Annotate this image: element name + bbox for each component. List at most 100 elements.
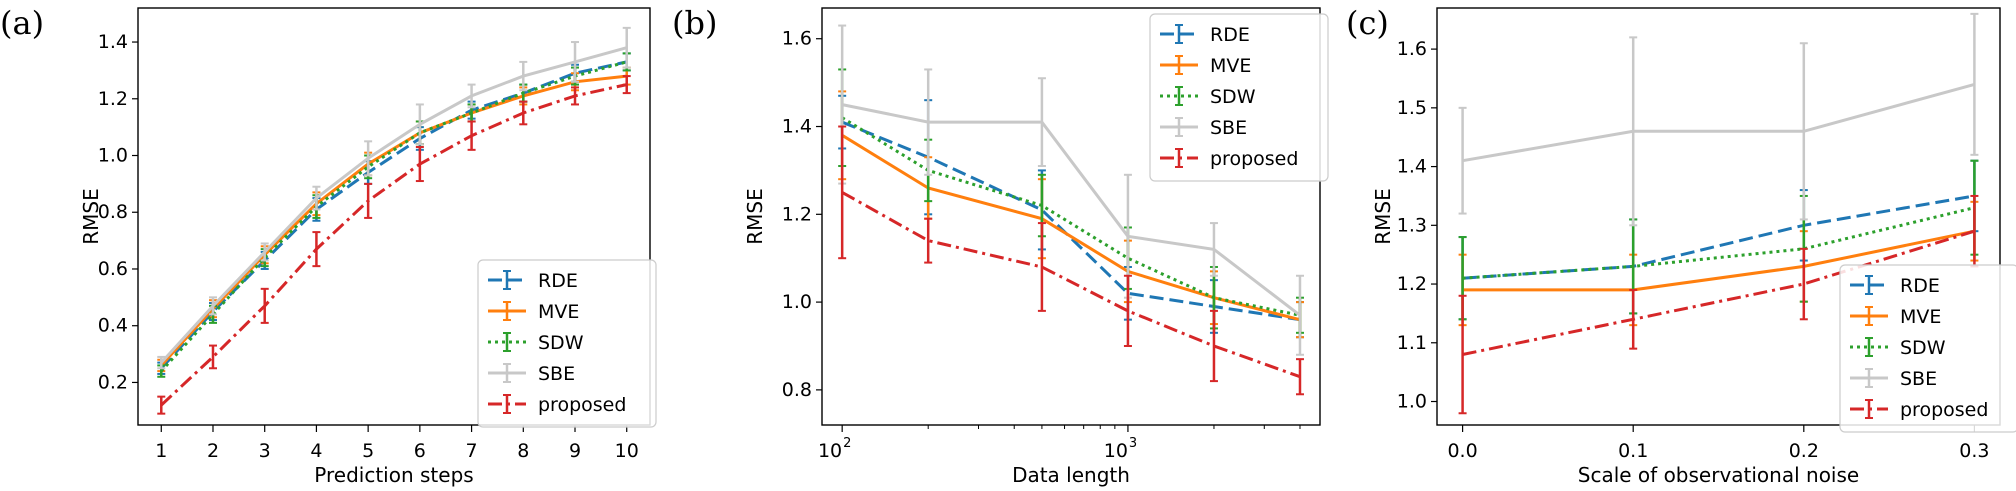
x-tick-label: 10 (615, 440, 639, 462)
legend-item: SBE (1850, 368, 1937, 390)
legend-label: MVE (1900, 306, 1941, 328)
series-line-SBE (160, 46, 628, 364)
x-tick-label: 10 (818, 440, 842, 462)
y-tick-label: 1.2 (98, 88, 128, 110)
legend-item: SDW (1850, 337, 1946, 359)
axes-frame (137, 7, 651, 426)
x-tick-label: 10 (1104, 440, 1128, 462)
legend-label: proposed (1210, 148, 1298, 170)
axes-frame (821, 7, 1321, 426)
legend-item: SDW (488, 332, 584, 354)
legend-item: proposed (1160, 148, 1298, 170)
legend-item: RDE (488, 270, 578, 292)
legend-item: MVE (1850, 306, 1941, 328)
y-tick-label: 1.4 (782, 116, 812, 138)
series-line-MVE (1462, 229, 1975, 292)
legend-label: RDE (1900, 275, 1940, 297)
x-tick-label: 8 (517, 440, 529, 462)
y-tick-label: 1.3 (1397, 214, 1427, 236)
y-tick-label: 1.0 (98, 145, 128, 167)
plot-area (838, 24, 1304, 396)
series-proposed (157, 75, 631, 415)
y-axis-label: RMSE (79, 188, 103, 244)
series-proposed (838, 125, 1304, 396)
series-proposed (1458, 194, 1979, 415)
legend-label: SBE (538, 363, 575, 385)
series-line-proposed (160, 83, 628, 407)
series-SBE (838, 24, 1304, 356)
panel-label: (c) (1346, 4, 1389, 42)
series-line-proposed (1462, 229, 1975, 356)
legend-label: MVE (538, 301, 579, 323)
y-tick-label: 0.4 (98, 315, 128, 337)
x-tick-label: 7 (466, 440, 478, 462)
x-axis-label: Data length (1012, 463, 1130, 487)
x-axis-label: Scale of observational noise (1578, 463, 1859, 487)
y-tick-label: 1.6 (782, 28, 812, 50)
y-tick-label: 1.6 (1397, 38, 1427, 60)
x-tick-exponent: 3 (1129, 436, 1137, 451)
x-axis-label: Prediction steps (314, 463, 473, 487)
legend-box (1839, 264, 2016, 433)
series-line-proposed (841, 191, 1301, 379)
y-axis-label: RMSE (1371, 188, 1395, 244)
y-tick-label: 0.8 (98, 201, 128, 223)
series-line-SBE (1462, 82, 1975, 163)
panel-label: (b) (672, 4, 717, 42)
x-tick-label: 5 (362, 440, 374, 462)
axes-frame (1436, 7, 2001, 426)
x-tick-label: 9 (569, 440, 581, 462)
legend-label: SBE (1900, 368, 1937, 390)
y-tick-label: 1.2 (1397, 273, 1427, 295)
x-tick-label: 1 (155, 440, 167, 462)
y-tick-label: 1.4 (98, 31, 128, 53)
x-tick-label: 0.1 (1618, 440, 1648, 462)
legend-item: proposed (1850, 399, 1988, 421)
x-tick-label: 2 (207, 440, 219, 462)
y-axis-label: RMSE (743, 188, 767, 244)
panel-3: (c) 1.0 1.1 1.2 1.3 1.4 1.5 1.6 0.0 0.1 0.2 0.3 Scal… (1346, 4, 2016, 487)
y-tick-label: 1.0 (782, 291, 812, 313)
panel-1: (a) 0.2 0.4 0.6 0.8 1.0 1.2 1.4 1 2 3 4 5 6 7 8 9 10 Predi… (0, 4, 657, 487)
series-line-MVE (841, 134, 1301, 322)
legend-item: MVE (1160, 55, 1251, 77)
legend: RDE MVE SDW SBE proposed (1149, 13, 1329, 182)
x-tick-label: 3 (259, 440, 271, 462)
legend-item: RDE (1850, 275, 1940, 297)
legend-item: SBE (488, 363, 575, 385)
series-line-SDW (1462, 206, 1975, 280)
y-tick-label: 1.0 (1397, 391, 1427, 413)
legend-label: SDW (1210, 86, 1256, 108)
legend-label: SDW (538, 332, 584, 354)
legend-item: RDE (1160, 24, 1250, 46)
y-tick-label: 1.5 (1397, 97, 1427, 119)
x-tick-label: 0.3 (1959, 440, 1989, 462)
y-tick-label: 0.2 (98, 371, 128, 393)
y-tick-label: 1.2 (782, 203, 812, 225)
series-line-SBE (841, 103, 1301, 317)
legend-label: SBE (1210, 117, 1247, 139)
legend-label: RDE (538, 270, 578, 292)
legend-label: proposed (538, 394, 626, 416)
x-tick-label: 4 (310, 440, 322, 462)
series-SBE (1458, 12, 1979, 227)
y-tick-label: 0.6 (98, 258, 128, 280)
legend: RDE MVE SDW SBE proposed (477, 259, 657, 428)
y-tick-label: 0.8 (782, 379, 812, 401)
legend-box (1149, 13, 1329, 182)
panel-label: (a) (0, 4, 44, 42)
x-tick-label: 6 (414, 440, 426, 462)
legend-item: SDW (1160, 86, 1256, 108)
x-tick-label: 0.0 (1447, 440, 1477, 462)
plot-area (1458, 12, 1979, 415)
y-tick-label: 1.4 (1397, 156, 1427, 178)
plot-area (157, 26, 631, 415)
legend: RDE MVE SDW SBE proposed (1839, 264, 2016, 433)
series-line-SDW (160, 60, 628, 373)
legend-box (477, 259, 657, 428)
legend-item: proposed (488, 394, 626, 416)
legend-item: MVE (488, 301, 579, 323)
x-tick-exponent: 2 (843, 436, 851, 451)
